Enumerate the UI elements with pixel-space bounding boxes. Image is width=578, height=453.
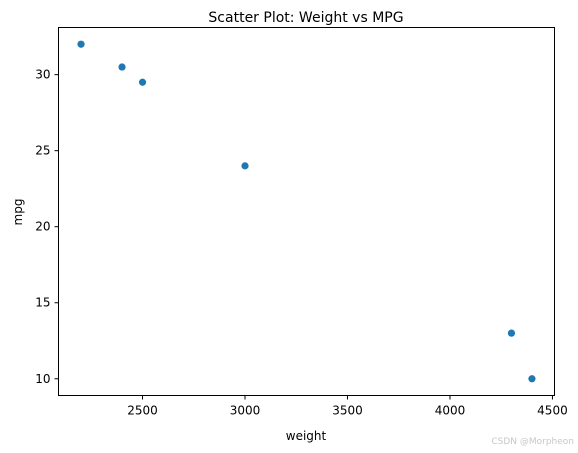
scatter-point <box>528 375 536 383</box>
x-tick-label: 4000 <box>435 404 466 418</box>
y-tick-label: 20 <box>35 220 50 234</box>
scatter-point <box>241 162 249 170</box>
chart-title: Scatter Plot: Weight vs MPG <box>208 10 403 26</box>
x-tick-label: 4500 <box>537 404 568 418</box>
scatter-point <box>77 40 85 48</box>
y-axis-label: mpg <box>11 199 25 226</box>
scatter-point <box>507 329 516 337</box>
x-axis-label: weight <box>286 429 327 443</box>
x-tick-label: 3500 <box>332 404 363 418</box>
x-tick-label: 3000 <box>230 404 261 418</box>
y-tick-label: 25 <box>35 144 50 158</box>
scatter-point <box>118 63 126 71</box>
x-axis-ticks: 2500 3000 3500 4000 4500 <box>127 395 568 418</box>
scatter-point <box>138 78 147 86</box>
y-tick-label: 15 <box>35 296 50 310</box>
watermark-text: CSDN @Morpheon <box>491 437 574 447</box>
y-axis-ticks: 10 15 20 25 30 <box>35 68 59 386</box>
y-tick-label: 30 <box>35 68 50 82</box>
x-tick-label: 2500 <box>127 404 158 418</box>
plot-area <box>58 27 555 396</box>
data-points <box>77 40 536 383</box>
y-tick-label: 10 <box>35 372 50 386</box>
